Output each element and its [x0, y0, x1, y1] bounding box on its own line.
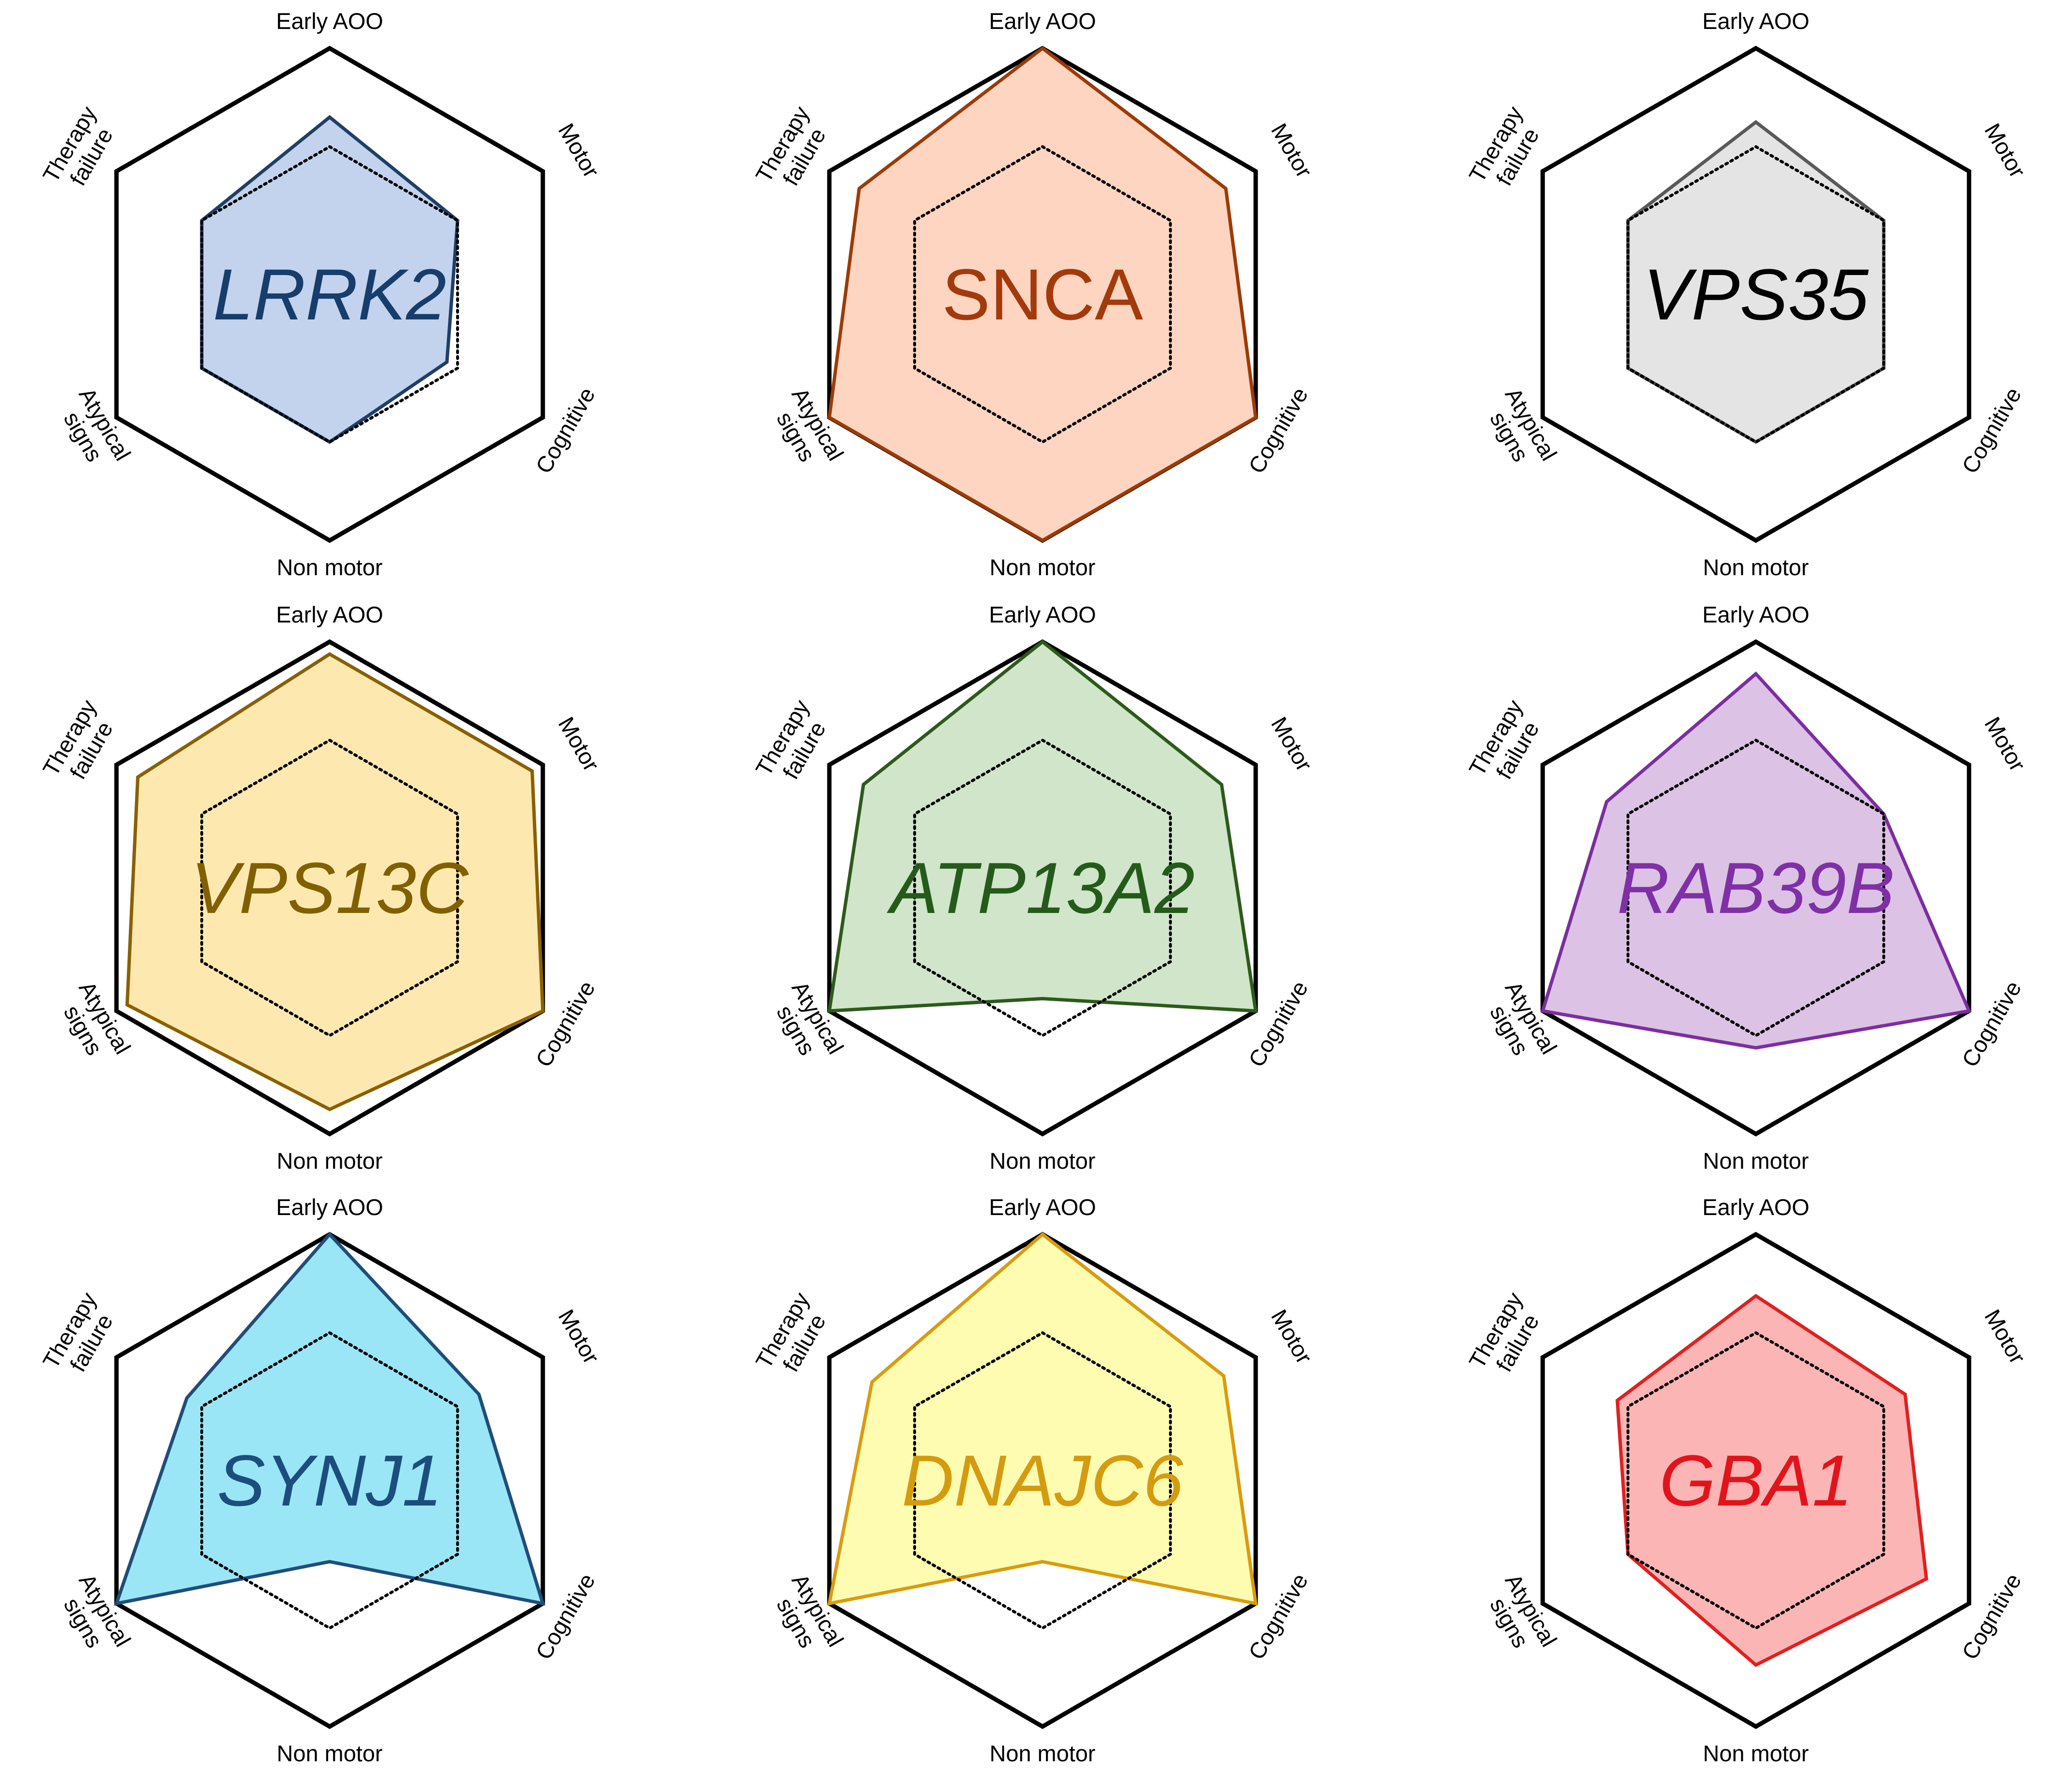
reference-hexagon — [913, 738, 1172, 1037]
axis-label-early-aoo: Early AOO — [1702, 8, 1809, 34]
axis-label-motor: Motor — [1266, 119, 1318, 182]
axis-label-therapy-failure: Therapyfailure — [1464, 1287, 1549, 1385]
axis-label-motor: Motor — [1980, 119, 2031, 182]
outer-hexagon — [1540, 639, 1972, 1137]
axis-label-therapy-failure: Therapyfailure — [38, 101, 123, 199]
series-polygon — [827, 639, 1258, 1013]
axis-label-non-motor: Non motor — [989, 1148, 1095, 1174]
axis-label-early-aoo: Early AOO — [1702, 1194, 1809, 1220]
axis-label-non-motor: Non motor — [277, 554, 382, 580]
axis-label-motor: Motor — [1266, 1305, 1318, 1368]
gene-label: GBA1 — [1659, 1440, 1852, 1521]
axis-label-non-motor: Non motor — [989, 554, 1095, 580]
axis-label-early-aoo: Early AOO — [1702, 602, 1809, 627]
axis-label-motor: Motor — [1266, 712, 1318, 775]
reference-hexagon — [1627, 1331, 1885, 1630]
gene-label: RAB39B — [1617, 847, 1894, 928]
outer-hexagon — [114, 45, 545, 543]
outer-hexagon — [114, 1231, 545, 1729]
axis-label-early-aoo: Early AOO — [989, 602, 1096, 627]
axis-label-early-aoo: Early AOO — [989, 8, 1096, 34]
axis-label-early-aoo: Early AOO — [989, 1194, 1096, 1220]
axis-label-non-motor: Non motor — [989, 1741, 1095, 1766]
axis-label-motor: Motor — [554, 119, 605, 182]
outer-hexagon — [1540, 1231, 1972, 1729]
series-polygon — [114, 1231, 545, 1606]
axis-label-therapy-failure: Therapyfailure — [1464, 101, 1549, 199]
reference-hexagon — [913, 145, 1172, 444]
axis-label-therapy-failure: Therapyfailure — [751, 695, 836, 792]
axis-label-therapy-failure: Therapyfailure — [38, 695, 123, 792]
axis-label-therapy-failure: Therapyfailure — [751, 1287, 836, 1385]
axis-label-early-aoo: Early AOO — [276, 602, 383, 627]
axis-label-atypical-signs: Atypicalsigns — [52, 977, 136, 1071]
reference-hexagon — [200, 738, 459, 1037]
axis-label-motor: Motor — [1980, 1305, 2031, 1368]
outer-hexagon — [114, 639, 545, 1137]
series-polygon — [827, 1232, 1258, 1606]
axis-label-therapy-failure: Therapyfailure — [751, 101, 836, 199]
axis-label-therapy-failure: Therapyfailure — [38, 1287, 123, 1385]
axis-label-atypical-signs: Atypicalsigns — [1478, 1569, 1562, 1663]
reference-hexagon — [913, 1331, 1172, 1630]
gene-label: SNCA — [942, 254, 1143, 335]
gene-label: DNAJC6 — [902, 1440, 1183, 1521]
axis-label-non-motor: Non motor — [277, 1148, 382, 1174]
reference-hexagon — [200, 1331, 459, 1630]
axis-label-motor: Motor — [1980, 712, 2031, 775]
axis-label-non-motor: Non motor — [1703, 1148, 1808, 1174]
gene-label: SYNJ1 — [217, 1440, 443, 1521]
axis-label-atypical-signs: Atypicalsigns — [1478, 383, 1562, 477]
axis-label-early-aoo: Early AOO — [276, 8, 383, 34]
gene-label: VPS35 — [1643, 254, 1869, 335]
outer-hexagon — [827, 639, 1258, 1137]
gene-label: LRRK2 — [213, 254, 446, 335]
gene-label: VPS13C — [191, 847, 469, 928]
axis-label-non-motor: Non motor — [277, 1741, 382, 1766]
axis-label-motor: Motor — [554, 712, 605, 775]
axis-label-early-aoo: Early AOO — [276, 1194, 383, 1220]
axis-label-therapy-failure: Therapyfailure — [1464, 695, 1549, 792]
gene-label: ATP13A2 — [887, 847, 1195, 928]
axis-label-non-motor: Non motor — [1703, 1741, 1808, 1766]
axis-label-non-motor: Non motor — [1703, 554, 1808, 580]
axis-label-atypical-signs: Atypicalsigns — [52, 383, 136, 477]
axis-label-motor: Motor — [554, 1305, 605, 1368]
outer-hexagon — [1540, 45, 1972, 543]
outer-hexagon — [827, 1231, 1258, 1729]
